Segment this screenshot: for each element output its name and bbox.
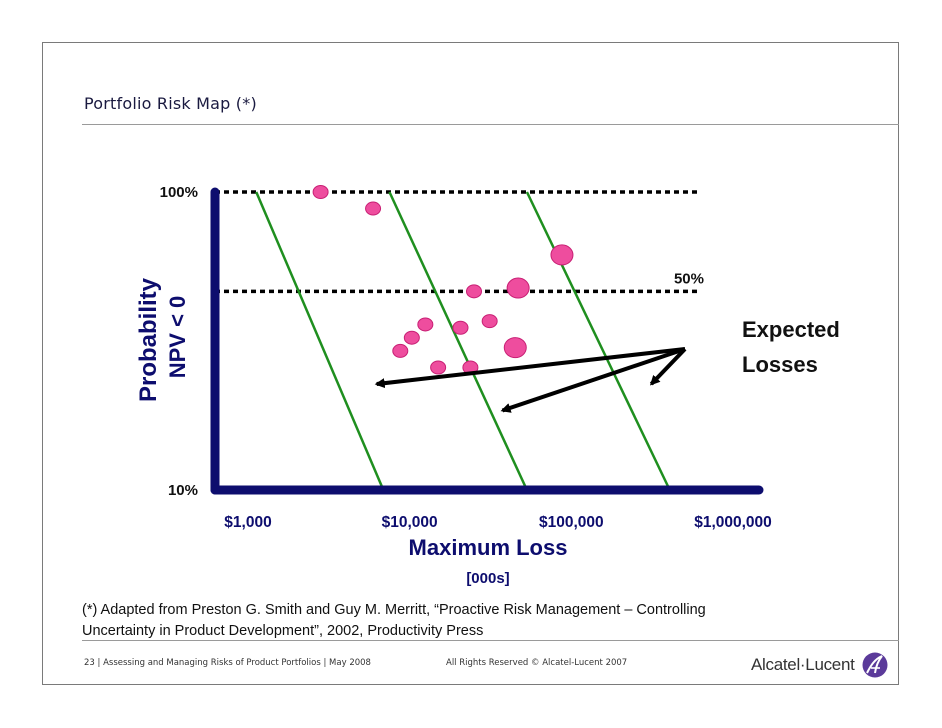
- logo-wordmark: Alcatel·Lucent: [751, 655, 855, 674]
- risk-bubble-2: [403, 330, 420, 345]
- iso-loss-line-1: [388, 191, 529, 491]
- risk-bubble-1: [365, 201, 382, 216]
- risk-bubble-8: [417, 317, 434, 332]
- footer-divider: [82, 640, 899, 641]
- citation-line-2: Uncertainty in Product Development”, 200…: [82, 623, 484, 639]
- expected-loss-arrow-2: [649, 347, 687, 386]
- title-divider: [82, 124, 899, 125]
- x-tick-label-0: $1,000: [224, 514, 271, 531]
- risk-bubble-6: [481, 314, 498, 329]
- y-axis-title-line-1: Probability: [135, 277, 162, 402]
- citation: (*) Adapted from Preston G. Smith and Gu…: [82, 600, 842, 642]
- iso-loss-line-2: [525, 191, 671, 491]
- x-tick-label-2: $100,000: [539, 514, 604, 531]
- y-tick-label-1: 10%: [168, 482, 198, 499]
- expected-loss-arrow-1: [500, 347, 686, 413]
- citation-line-1: (*) Adapted from Preston G. Smith and Gu…: [82, 602, 706, 618]
- annotation-expected: Expected: [742, 317, 840, 342]
- alcatel-lucent-mark-icon: [862, 652, 888, 678]
- x-tick-label-3: $1,000,000: [694, 514, 772, 531]
- slide-title: Portfolio Risk Map (*): [84, 94, 257, 113]
- risk-bubble-4: [452, 320, 469, 335]
- y-axis-title-line-2: NPV < 0: [165, 296, 190, 379]
- risk-bubble-7: [430, 360, 447, 375]
- iso-loss-line-0: [255, 191, 385, 491]
- reference-label-1: 50%: [674, 270, 704, 287]
- footer-copyright: All Rights Reserved © Alcatel-Lucent 200…: [446, 658, 628, 668]
- footer-slide-info: 23 | Assessing and Managing Risks of Pro…: [84, 658, 371, 668]
- risk-bubble-10: [506, 277, 530, 299]
- annotation-losses: Losses: [742, 352, 818, 377]
- x-axis-title: Maximum Loss: [409, 535, 568, 560]
- risk-bubble-5: [465, 284, 482, 299]
- y-tick-label-0: 100%: [160, 184, 198, 201]
- x-tick-label-1: $10,000: [382, 514, 438, 531]
- risk-bubble-3: [392, 343, 409, 358]
- risk-bubble-11: [503, 337, 527, 359]
- risk-bubble-12: [550, 244, 574, 266]
- expected-loss-arrow-0: [374, 347, 686, 389]
- risk-bubble-0: [312, 185, 329, 199]
- x-axis-subtitle: [000s]: [466, 570, 509, 587]
- alcatel-lucent-logo: Alcatel·Lucent: [751, 650, 889, 680]
